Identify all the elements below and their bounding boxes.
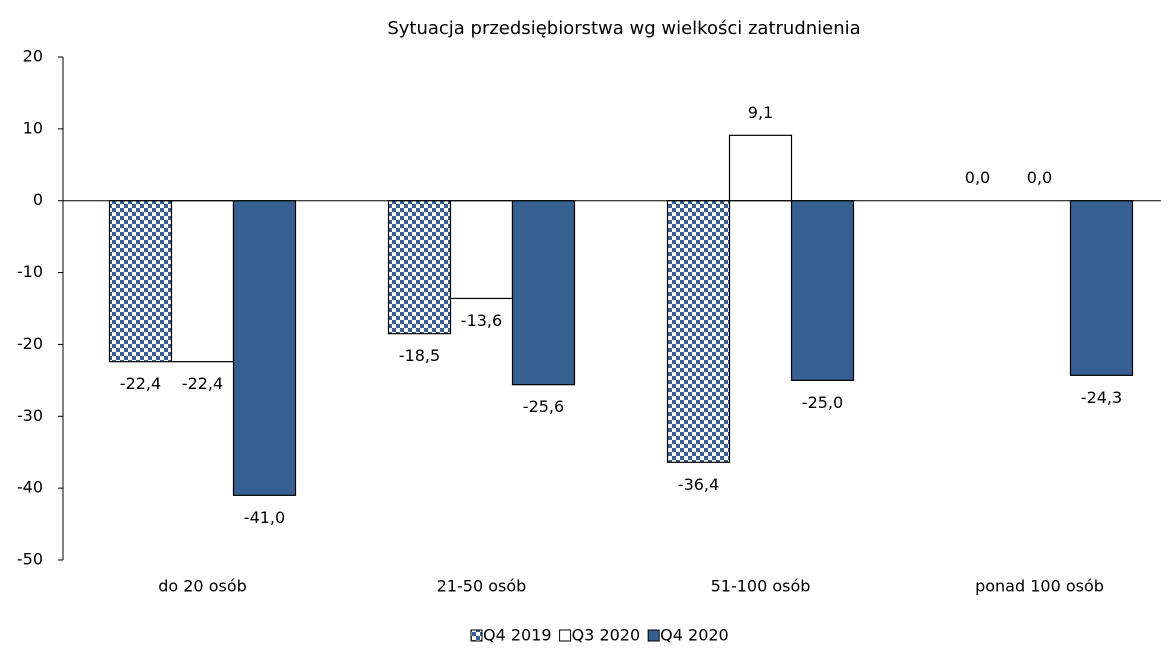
bar xyxy=(1069,200,1134,376)
data-label: -22,4 xyxy=(120,374,161,393)
legend-marker xyxy=(559,629,572,642)
bar xyxy=(790,200,855,381)
bar xyxy=(387,200,452,335)
data-label: 9,1 xyxy=(748,103,773,122)
data-label: 0,0 xyxy=(965,168,990,187)
legend-marker xyxy=(470,629,483,642)
y-tick-label: -30 xyxy=(17,406,43,425)
y-tick-label: 20 xyxy=(23,47,43,66)
data-label: -24,3 xyxy=(1081,388,1122,407)
y-tick-label: -20 xyxy=(17,334,43,353)
y-tick-label: 0 xyxy=(33,190,43,209)
x-tick-label: do 20 osób xyxy=(158,577,247,596)
legend-label: Q4 2019 xyxy=(483,626,552,645)
data-label: -18,5 xyxy=(399,346,440,365)
data-label: -25,6 xyxy=(523,397,564,416)
data-label: -41,0 xyxy=(244,508,285,527)
bar xyxy=(449,200,514,300)
data-label: -36,4 xyxy=(678,475,719,494)
data-label: 0,0 xyxy=(1027,168,1052,187)
bar xyxy=(511,200,576,386)
bar xyxy=(170,200,235,363)
x-tick-label: 21-50 osób xyxy=(437,577,527,596)
y-tick-label: -50 xyxy=(17,550,43,569)
legend-label: Q3 2020 xyxy=(572,626,641,645)
bar xyxy=(232,200,297,496)
y-tick-label: 10 xyxy=(23,118,43,137)
data-label: -13,6 xyxy=(461,311,502,330)
data-label: -22,4 xyxy=(182,374,223,393)
x-tick-label: 51-100 osób xyxy=(711,577,811,596)
bar xyxy=(728,134,793,202)
chart-title: Sytuacja przedsiębiorstwa wg wielkości z… xyxy=(387,18,860,39)
legend-marker xyxy=(647,629,660,642)
bar xyxy=(108,200,173,363)
bar xyxy=(666,200,731,463)
y-tick-label: -40 xyxy=(17,478,43,497)
data-label: -25,0 xyxy=(802,393,843,412)
y-tick-label: -10 xyxy=(17,262,43,281)
x-tick-label: ponad 100 osób xyxy=(975,577,1104,596)
legend-label: Q4 2020 xyxy=(660,626,729,645)
